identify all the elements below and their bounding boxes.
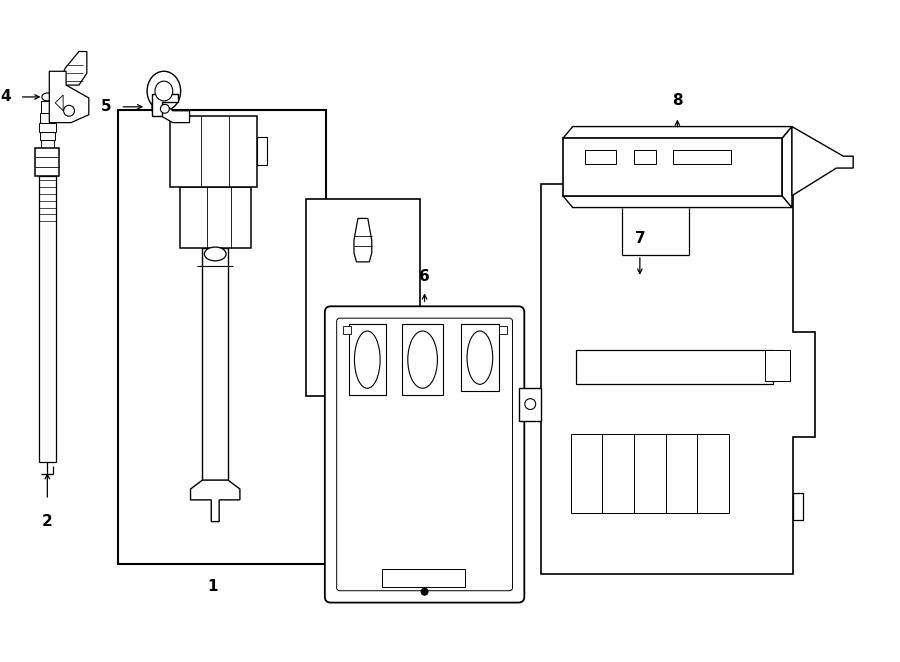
Ellipse shape [408,331,437,389]
Polygon shape [152,103,190,122]
Bar [461,324,499,391]
Ellipse shape [42,93,53,101]
Bar [202,248,228,480]
Bar [39,176,56,462]
Ellipse shape [467,331,492,385]
Ellipse shape [349,357,377,370]
Bar [402,324,444,395]
Bar [576,350,773,385]
Bar [40,140,54,148]
Ellipse shape [421,589,428,595]
Bar [170,116,256,187]
Text: 8: 8 [672,93,683,109]
Bar [180,187,251,248]
Polygon shape [792,126,853,196]
Text: 5: 5 [102,99,112,115]
FancyBboxPatch shape [337,318,512,591]
Bar [39,122,56,132]
Text: 2: 2 [42,514,53,529]
Ellipse shape [64,105,75,117]
Bar [35,148,59,176]
Bar [673,150,731,164]
Polygon shape [152,94,177,116]
Polygon shape [519,389,541,421]
Polygon shape [55,95,63,111]
Bar [40,132,55,140]
Text: 1: 1 [207,579,218,594]
Bar [634,150,656,164]
Ellipse shape [355,331,380,389]
Bar [348,324,386,395]
Bar [40,101,54,113]
Ellipse shape [343,354,382,373]
Bar [306,199,419,396]
Polygon shape [541,184,814,574]
Bar [256,138,266,165]
Text: 6: 6 [419,269,430,284]
Ellipse shape [147,71,181,111]
Ellipse shape [204,247,226,261]
Polygon shape [50,71,89,122]
Bar [562,138,782,196]
Bar [765,350,790,381]
Text: 3: 3 [357,408,368,423]
Bar [343,326,350,334]
Polygon shape [191,480,240,522]
Polygon shape [61,52,86,85]
Bar [40,113,55,122]
Text: 7: 7 [634,230,645,246]
Polygon shape [793,493,803,520]
Polygon shape [354,218,372,262]
Bar [382,569,465,587]
Polygon shape [782,126,792,208]
Ellipse shape [525,399,535,410]
Polygon shape [562,196,792,208]
Ellipse shape [160,105,169,113]
Bar [499,326,507,334]
Polygon shape [562,126,792,138]
Bar [119,110,326,564]
FancyBboxPatch shape [325,307,525,602]
Text: 4: 4 [1,89,11,105]
Bar [585,150,616,164]
Ellipse shape [155,81,173,101]
